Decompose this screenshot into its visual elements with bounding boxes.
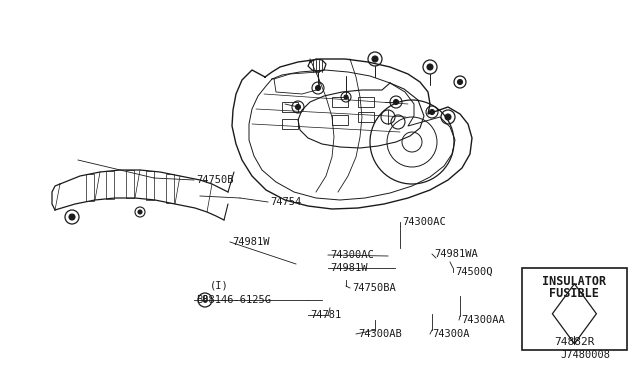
- Bar: [522, 268, 627, 350]
- Circle shape: [372, 56, 378, 62]
- Text: 74981W: 74981W: [330, 263, 367, 273]
- Bar: [282, 102, 298, 112]
- Bar: [358, 97, 374, 107]
- Circle shape: [296, 105, 301, 109]
- Text: B08146-6125G: B08146-6125G: [196, 295, 271, 305]
- Text: 74750B: 74750B: [196, 175, 234, 185]
- Text: J7480008: J7480008: [560, 350, 610, 360]
- Text: 74500Q: 74500Q: [455, 267, 493, 277]
- Text: 74781: 74781: [310, 310, 341, 320]
- Text: 74882R: 74882R: [554, 337, 595, 347]
- Text: 74300AB: 74300AB: [358, 329, 402, 339]
- Text: 74981WA: 74981WA: [434, 249, 477, 259]
- Text: (I): (I): [210, 280, 228, 290]
- Circle shape: [316, 86, 321, 90]
- Text: 74300AC: 74300AC: [330, 250, 374, 260]
- Text: INSULATOR: INSULATOR: [542, 275, 607, 288]
- Text: 74981W: 74981W: [232, 237, 269, 247]
- Bar: [126, 170, 134, 198]
- Text: 74300AA: 74300AA: [461, 315, 505, 325]
- Bar: [106, 171, 114, 199]
- Text: 74754: 74754: [270, 197, 301, 207]
- Text: 74300A: 74300A: [432, 329, 470, 339]
- Text: FUSIBLE: FUSIBLE: [550, 287, 599, 300]
- Bar: [358, 112, 374, 122]
- Circle shape: [69, 214, 75, 220]
- Circle shape: [445, 114, 451, 120]
- Circle shape: [394, 99, 399, 105]
- Circle shape: [458, 80, 463, 84]
- Bar: [282, 119, 298, 129]
- Bar: [166, 174, 174, 203]
- Text: B: B: [202, 295, 207, 305]
- Circle shape: [138, 210, 142, 214]
- Circle shape: [344, 95, 348, 99]
- Circle shape: [429, 109, 435, 115]
- Text: 74300AC: 74300AC: [402, 217, 445, 227]
- Bar: [332, 97, 348, 107]
- Bar: [86, 174, 94, 201]
- Bar: [146, 171, 154, 199]
- Circle shape: [427, 64, 433, 70]
- Text: 74750BA: 74750BA: [352, 283, 396, 293]
- Bar: [332, 115, 348, 125]
